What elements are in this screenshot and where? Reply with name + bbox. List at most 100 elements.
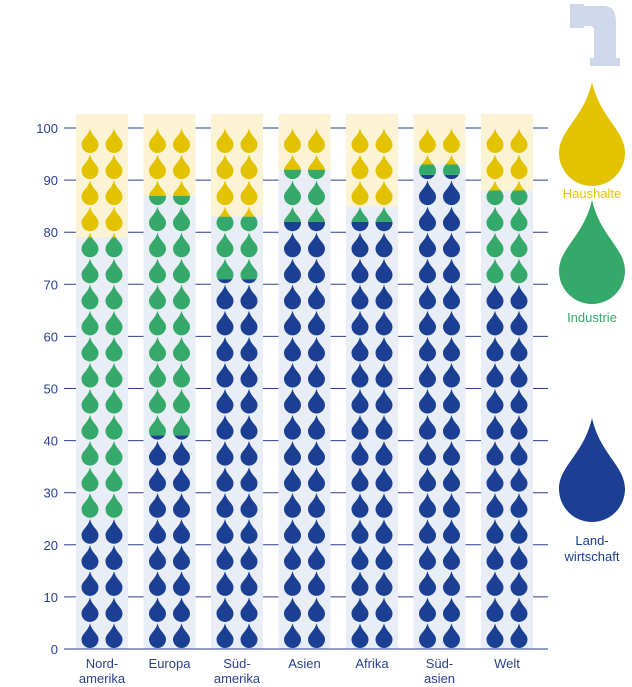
drop-mark [105, 623, 123, 649]
drop-mark [421, 154, 434, 165]
drop-mark [444, 174, 459, 180]
y-tick-label: 50 [44, 382, 58, 397]
drop-marks [81, 128, 528, 649]
drop-mark [216, 597, 234, 622]
drop-mark [284, 362, 301, 388]
drop-mark [486, 597, 504, 622]
drop-mark [419, 284, 436, 310]
drop-mark [149, 284, 166, 310]
drop-mark [105, 466, 123, 492]
drop-mark [149, 180, 166, 196]
drop-mark [149, 195, 166, 206]
drop-mark [486, 493, 504, 518]
drop-mark [375, 258, 393, 284]
drop-mark [510, 362, 528, 388]
drop-mark [351, 336, 369, 362]
drop-mark [308, 336, 325, 362]
drop-mark [419, 623, 436, 649]
drop-mark [351, 388, 369, 414]
drop-mark [216, 623, 234, 649]
segment-1 [216, 216, 258, 280]
drop-mark [216, 180, 234, 206]
drop-mark [173, 388, 190, 414]
drop-mark [105, 388, 123, 414]
drop-mark [149, 336, 166, 362]
legend-drop-icon [559, 200, 625, 304]
drop-mark [284, 284, 301, 310]
drop-mark [284, 128, 301, 154]
drop-mark [216, 310, 234, 336]
drop-mark [81, 440, 99, 466]
drop-mark [419, 180, 436, 206]
drop-mark [351, 180, 369, 206]
drop-mark [351, 284, 369, 310]
drop-mark [240, 388, 258, 414]
drop-mark [443, 519, 460, 544]
drop-mark [240, 180, 258, 206]
drop-mark [240, 545, 258, 570]
drop-mark [105, 206, 123, 232]
drop-mark [173, 180, 190, 196]
segment-0 [419, 174, 460, 649]
drop-mark [105, 440, 123, 466]
segment-2 [81, 128, 123, 238]
drop-mark [486, 128, 504, 154]
legend-label: Haushalte [563, 186, 622, 201]
x-axis: Nord-amerika Europa Süd-amerika Asien Afrika… [79, 656, 520, 686]
drop-mark [375, 440, 393, 466]
drop-mark [351, 154, 369, 180]
drop-mark [173, 519, 190, 544]
drop-mark [308, 180, 325, 206]
drop-mark [419, 336, 436, 362]
drop-mark [173, 195, 190, 206]
drop-mark [486, 545, 504, 570]
drop-mark [149, 206, 166, 232]
drop-mark [173, 362, 190, 388]
drop-mark [486, 519, 504, 544]
drop-mark [308, 597, 325, 622]
drop-mark [351, 258, 369, 284]
drop-mark [308, 206, 325, 222]
drop-mark [173, 545, 190, 570]
drop-mark [308, 258, 325, 284]
drop-mark [486, 414, 504, 440]
drop-mark [240, 310, 258, 336]
drop-mark [81, 154, 99, 180]
drop-mark [351, 440, 369, 466]
drop-mark [173, 232, 190, 258]
pipe-flange [570, 4, 584, 28]
drop-mark [308, 571, 325, 596]
legend-label: Land-wirtschaft [564, 533, 620, 564]
drop-mark [284, 221, 301, 232]
drop-mark [351, 493, 369, 518]
drop-mark [105, 362, 123, 388]
drop-mark [149, 597, 166, 622]
drop-mark [240, 284, 258, 310]
drop-mark [81, 284, 99, 310]
drop-mark [486, 154, 504, 180]
segment-2 [351, 128, 393, 206]
drop-mark [486, 206, 504, 232]
drop-mark [443, 232, 460, 258]
drop-mark [510, 336, 528, 362]
drop-mark [375, 362, 393, 388]
drop-mark [443, 414, 460, 440]
drop-mark [149, 388, 166, 414]
drop-mark [81, 545, 99, 570]
drop-mark [240, 440, 258, 466]
drop-mark [105, 414, 123, 440]
drop-mark [486, 571, 504, 596]
drop-mark [351, 206, 369, 222]
drop-mark [81, 362, 99, 388]
segment-1 [81, 237, 123, 518]
drop-mark [351, 221, 369, 232]
drop-mark [486, 232, 504, 258]
y-tick-label: 60 [44, 329, 58, 344]
drop-mark [510, 388, 528, 414]
drop-mark [173, 206, 190, 232]
drop-mark [105, 597, 123, 622]
category-label: Süd-amerika [214, 656, 261, 686]
drop-mark [308, 362, 325, 388]
drop-mark [173, 597, 190, 622]
